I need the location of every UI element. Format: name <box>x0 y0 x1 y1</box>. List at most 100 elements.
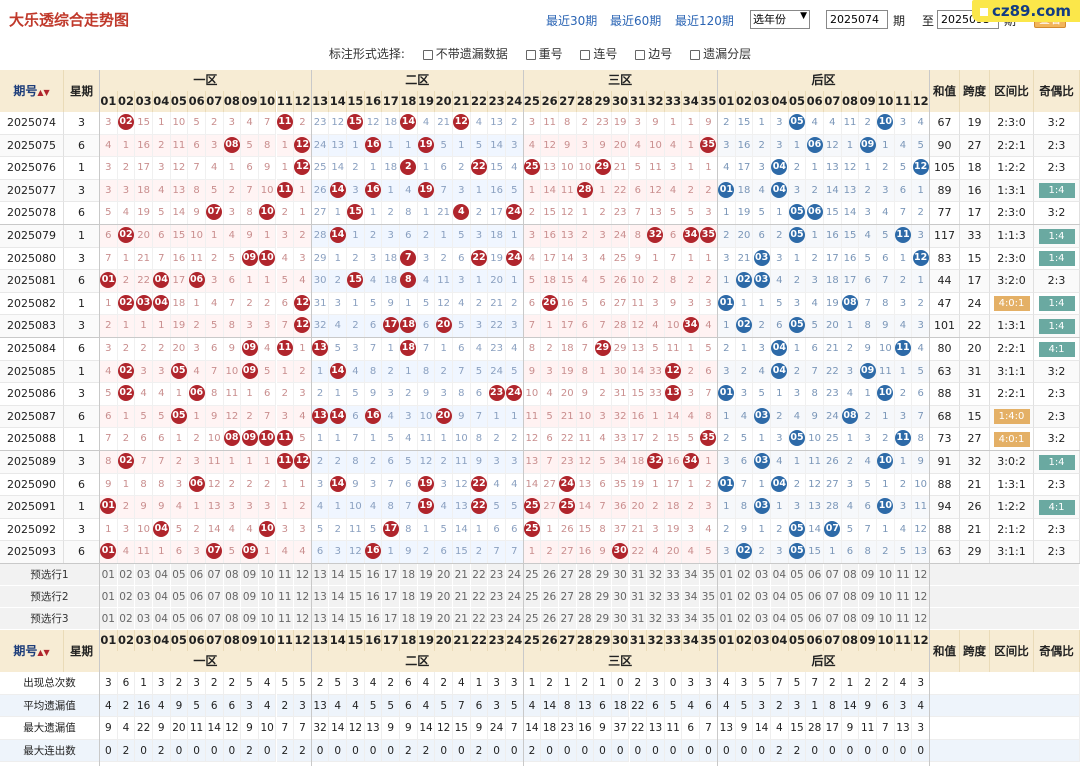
select-number-cell[interactable]: 09 <box>859 564 877 586</box>
select-number-cell[interactable]: 32 <box>647 608 665 630</box>
link-last-60[interactable]: 最近60期 <box>610 14 662 28</box>
select-number-cell[interactable]: 35 <box>700 608 718 630</box>
select-number-cell[interactable]: 22 <box>470 564 489 586</box>
select-number-cell[interactable]: 02 <box>735 608 754 630</box>
select-number-cell[interactable]: 09 <box>241 564 259 586</box>
select-number-cell[interactable]: 01 <box>100 586 118 608</box>
select-number-cell[interactable]: 12 <box>294 608 312 630</box>
select-number-cell[interactable]: 15 <box>347 564 365 586</box>
select-number-cell[interactable]: 27 <box>558 586 577 608</box>
select-number-cell[interactable]: 06 <box>188 586 206 608</box>
select-number-cell[interactable]: 04 <box>771 586 789 608</box>
select-number-cell[interactable]: 01 <box>100 608 118 630</box>
select-number-cell[interactable]: 04 <box>771 608 789 630</box>
checkbox-no-omission[interactable] <box>422 49 433 60</box>
select-number-cell[interactable]: 23 <box>488 586 506 608</box>
select-number-cell[interactable]: 08 <box>223 608 242 630</box>
select-number-cell[interactable]: 20 <box>435 586 453 608</box>
select-number-cell[interactable]: 31 <box>629 608 648 630</box>
select-number-cell[interactable]: 08 <box>841 564 860 586</box>
col-issue-header[interactable]: 期号▲▼ <box>0 630 64 672</box>
select-number-cell[interactable]: 16 <box>364 586 383 608</box>
select-number-cell[interactable]: 21 <box>453 608 471 630</box>
select-number-cell[interactable]: 21 <box>453 586 471 608</box>
select-number-cell[interactable]: 09 <box>241 586 259 608</box>
select-number-cell[interactable]: 03 <box>135 586 153 608</box>
select-number-cell[interactable]: 10 <box>877 608 895 630</box>
select-number-cell[interactable]: 02 <box>117 586 136 608</box>
select-number-cell[interactable]: 10 <box>258 608 277 630</box>
checkbox-edge[interactable] <box>635 49 646 60</box>
select-number-cell[interactable]: 07 <box>205 608 224 630</box>
select-number-cell[interactable]: 08 <box>223 564 242 586</box>
select-number-cell[interactable]: 30 <box>611 564 630 586</box>
select-number-cell[interactable]: 05 <box>788 586 807 608</box>
select-number-cell[interactable]: 03 <box>753 586 771 608</box>
select-number-cell[interactable]: 25 <box>523 564 542 586</box>
checkbox-repeat[interactable] <box>525 49 536 60</box>
select-number-cell[interactable]: 22 <box>470 586 489 608</box>
year-select[interactable]: 选年份 ▼ <box>750 10 810 29</box>
select-number-cell[interactable]: 30 <box>611 608 630 630</box>
select-number-cell[interactable]: 35 <box>700 564 718 586</box>
select-number-cell[interactable]: 10 <box>877 586 895 608</box>
select-number-cell[interactable]: 02 <box>117 564 136 586</box>
select-number-cell[interactable]: 26 <box>541 608 559 630</box>
link-last-30[interactable]: 最近30期 <box>546 14 598 28</box>
select-number-cell[interactable]: 28 <box>576 564 595 586</box>
select-number-cell[interactable]: 18 <box>400 586 418 608</box>
select-number-cell[interactable]: 06 <box>806 586 824 608</box>
select-number-cell[interactable]: 02 <box>735 564 754 586</box>
select-number-cell[interactable]: 19 <box>417 586 436 608</box>
select-number-cell[interactable]: 07 <box>205 586 224 608</box>
select-number-cell[interactable]: 11 <box>894 608 913 630</box>
select-number-cell[interactable]: 25 <box>523 586 542 608</box>
checkbox-consecutive[interactable] <box>580 49 591 60</box>
select-number-cell[interactable]: 12 <box>912 608 930 630</box>
select-number-cell[interactable]: 04 <box>771 564 789 586</box>
select-number-cell[interactable]: 01 <box>100 564 118 586</box>
select-number-cell[interactable]: 29 <box>594 564 612 586</box>
select-number-cell[interactable]: 01 <box>718 586 736 608</box>
select-number-cell[interactable]: 34 <box>682 608 701 630</box>
select-number-cell[interactable]: 09 <box>241 608 259 630</box>
select-number-cell[interactable]: 07 <box>824 608 842 630</box>
select-number-cell[interactable]: 30 <box>611 586 630 608</box>
select-number-cell[interactable]: 11 <box>894 586 913 608</box>
select-number-cell[interactable]: 12 <box>294 586 312 608</box>
select-number-cell[interactable]: 15 <box>347 586 365 608</box>
select-number-cell[interactable]: 06 <box>188 608 206 630</box>
select-number-cell[interactable]: 07 <box>824 564 842 586</box>
select-number-cell[interactable]: 24 <box>505 586 524 608</box>
select-number-cell[interactable]: 07 <box>205 564 224 586</box>
sort-icon[interactable]: ▲▼ <box>37 648 50 657</box>
select-number-cell[interactable]: 34 <box>682 586 701 608</box>
link-last-120[interactable]: 最近120期 <box>675 14 734 28</box>
select-number-cell[interactable]: 04 <box>152 586 171 608</box>
select-number-cell[interactable]: 34 <box>682 564 701 586</box>
select-number-cell[interactable]: 13 <box>311 608 330 630</box>
select-number-cell[interactable]: 05 <box>788 608 807 630</box>
select-number-cell[interactable]: 06 <box>806 608 824 630</box>
select-number-cell[interactable]: 10 <box>258 564 277 586</box>
checkbox-layered[interactable] <box>690 49 701 60</box>
select-number-cell[interactable]: 04 <box>152 608 171 630</box>
select-number-cell[interactable]: 26 <box>541 586 559 608</box>
select-number-cell[interactable]: 16 <box>364 564 383 586</box>
select-number-cell[interactable]: 23 <box>488 608 506 630</box>
select-number-cell[interactable]: 32 <box>647 564 665 586</box>
select-number-cell[interactable]: 15 <box>347 608 365 630</box>
select-number-cell[interactable]: 05 <box>170 564 189 586</box>
select-number-cell[interactable]: 20 <box>435 564 453 586</box>
select-number-cell[interactable]: 25 <box>523 608 542 630</box>
select-number-cell[interactable]: 18 <box>400 564 418 586</box>
select-number-cell[interactable]: 33 <box>664 608 683 630</box>
select-number-cell[interactable]: 05 <box>170 586 189 608</box>
select-number-cell[interactable]: 22 <box>470 608 489 630</box>
select-number-cell[interactable]: 11 <box>276 564 295 586</box>
select-number-cell[interactable]: 06 <box>806 564 824 586</box>
select-number-cell[interactable]: 20 <box>435 608 453 630</box>
select-number-cell[interactable]: 02 <box>117 608 136 630</box>
select-number-cell[interactable]: 17 <box>382 564 401 586</box>
select-number-cell[interactable]: 16 <box>364 608 383 630</box>
